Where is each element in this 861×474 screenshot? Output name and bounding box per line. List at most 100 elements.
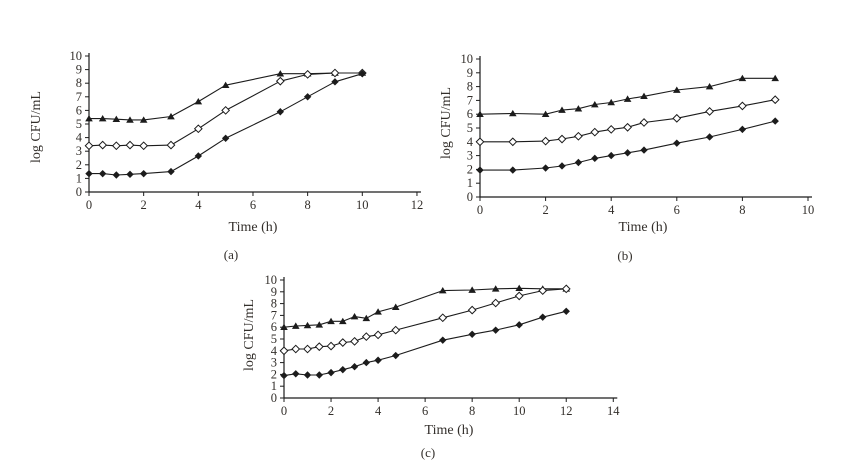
y-tick-label: 9 [467,66,473,80]
marker-filled-diamond [358,69,366,78]
marker-open-diamond [361,332,371,342]
y-tick-label: 10 [461,52,474,66]
x-tick-label: 6 [674,203,680,217]
marker-open-diamond [672,113,682,123]
marker-filled-diamond [705,133,714,141]
marker-open-diamond [705,107,715,116]
series-line-filled-diamond [283,310,567,377]
marker-filled-triangle [339,317,347,325]
marker-filled-triangle [438,287,447,294]
series-line-filled-triangle [89,72,363,121]
x-tick-label: 6 [250,198,256,212]
x-tick-label: 2 [328,404,334,418]
marker-open-diamond [391,325,401,335]
series-line-open-diamond [480,99,776,143]
x-tick-label: 2 [141,198,147,212]
x-tick-label: 10 [802,203,815,217]
y-tick-label: 0 [76,185,82,199]
y-tick-label: 2 [76,158,82,172]
y-tick-label: 4 [467,135,474,149]
x-tick-label: 2 [542,203,548,217]
marker-filled-diamond [315,371,323,379]
marker-open-diamond [541,136,551,146]
marker-filled-triangle [391,303,400,310]
marker-filled-diamond [509,166,517,174]
y-tick-label: 8 [467,80,473,94]
y-tick-label: 8 [271,297,277,311]
marker-filled-triangle [640,92,648,100]
marker-open-diamond [125,140,135,150]
chart-a-caption: (a) [223,247,239,262]
marker-open-diamond [737,101,747,111]
marker-open-diamond [193,124,203,134]
x-tick-label: 10 [513,404,526,418]
marker-filled-diamond [738,125,747,134]
marker-open-diamond [590,127,600,137]
y-tick-label: 1 [271,379,277,393]
marker-filled-diamond [167,167,175,176]
marker-open-diamond [623,122,633,132]
marker-open-diamond [275,76,285,86]
marker-open-diamond [350,336,359,346]
marker-filled-diamond [126,170,134,179]
marker-filled-diamond [468,330,476,338]
marker-filled-diamond [350,363,359,371]
marker-filled-diamond [98,169,107,178]
marker-filled-diamond [439,336,447,344]
y-tick-label: 2 [467,162,473,176]
marker-filled-triangle [574,105,583,112]
marker-filled-diamond [374,356,382,364]
chart-c-y-axis-label: log CFU/mL [242,299,257,371]
marker-filled-diamond [331,78,339,86]
marker-open-diamond [508,137,518,147]
marker-open-diamond [606,124,616,134]
y-tick-label: 4 [76,131,83,145]
marker-filled-diamond [339,365,347,374]
x-tick-label: 0 [86,198,92,212]
x-tick-label: 8 [739,203,745,217]
x-tick-label: 14 [607,404,620,418]
marker-filled-diamond [139,169,148,178]
marker-filled-triangle [85,114,93,122]
marker-filled-triangle [515,284,523,292]
x-tick-label: 8 [469,404,475,418]
marker-open-diamond [438,313,448,323]
marker-filled-triangle [558,106,566,113]
marker-filled-triangle [350,312,359,320]
marker-filled-diamond [541,164,550,172]
chart-a-x-axis-label: Time (h) [228,220,278,235]
marker-open-diamond [514,291,524,301]
marker-open-diamond [467,305,477,315]
y-tick-label: 6 [76,103,82,117]
marker-open-diamond [573,131,583,141]
marker-filled-diamond [491,326,500,334]
y-tick-label: 2 [271,367,277,381]
y-tick-label: 0 [271,391,277,405]
marker-filled-diamond [607,151,615,160]
y-tick-label: 5 [76,117,82,131]
marker-filled-diamond [280,371,288,380]
y-tick-label: 3 [467,149,473,163]
chart-b-x-axis-label: Time (h) [618,220,668,235]
x-tick-label: 0 [281,404,287,418]
marker-filled-diamond [539,313,547,321]
y-tick-label: 5 [271,332,277,346]
x-tick-label: 12 [560,404,573,418]
marker-open-diamond [538,286,548,296]
marker-filled-triangle [303,321,312,329]
marker-open-diamond [303,344,312,354]
marker-filled-triangle [607,98,615,106]
chart-c-x-axis-label: Time (h) [424,423,474,438]
x-tick-label: 4 [195,198,202,212]
marker-filled-diamond [327,368,335,377]
marker-filled-diamond [392,351,400,360]
marker-open-diamond [557,134,567,144]
series-line-open-diamond [283,288,567,352]
marker-filled-diamond [562,307,570,315]
x-tick-label: 10 [356,198,369,212]
marker-open-diamond [166,140,176,150]
y-tick-label: 9 [271,285,277,299]
series-line-filled-diamond [89,73,363,176]
marker-open-diamond [111,141,121,151]
y-tick-label: 6 [271,320,277,334]
